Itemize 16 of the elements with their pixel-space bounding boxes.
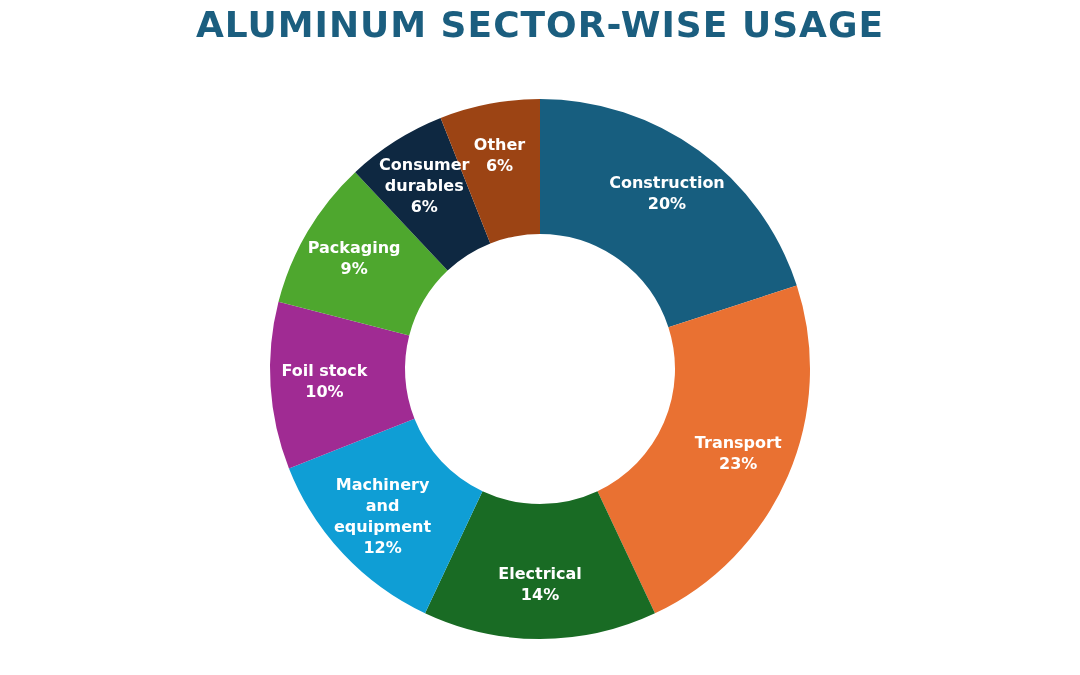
data-label: 12% (363, 537, 402, 557)
data-label: 20% (647, 193, 687, 213)
slice-label: Foil stock (281, 361, 368, 381)
slice-label: Construction (609, 172, 725, 192)
slice-label: Other (473, 135, 526, 155)
data-label: 10% (305, 382, 344, 402)
data-label: 23% (719, 454, 758, 474)
slice-label: Transport (694, 433, 782, 453)
data-label: 9% (340, 258, 368, 278)
data-label: 14% (520, 584, 560, 604)
slice-label: Packaging (307, 237, 401, 257)
data-label: 6% (410, 196, 438, 216)
data-label: 6% (485, 156, 514, 176)
slice-label: Machinery and equipment (333, 474, 432, 536)
chart-title: ALUMINUM SECTOR-WISE USAGE (194, 4, 886, 45)
slice-label: Electrical (498, 563, 582, 583)
